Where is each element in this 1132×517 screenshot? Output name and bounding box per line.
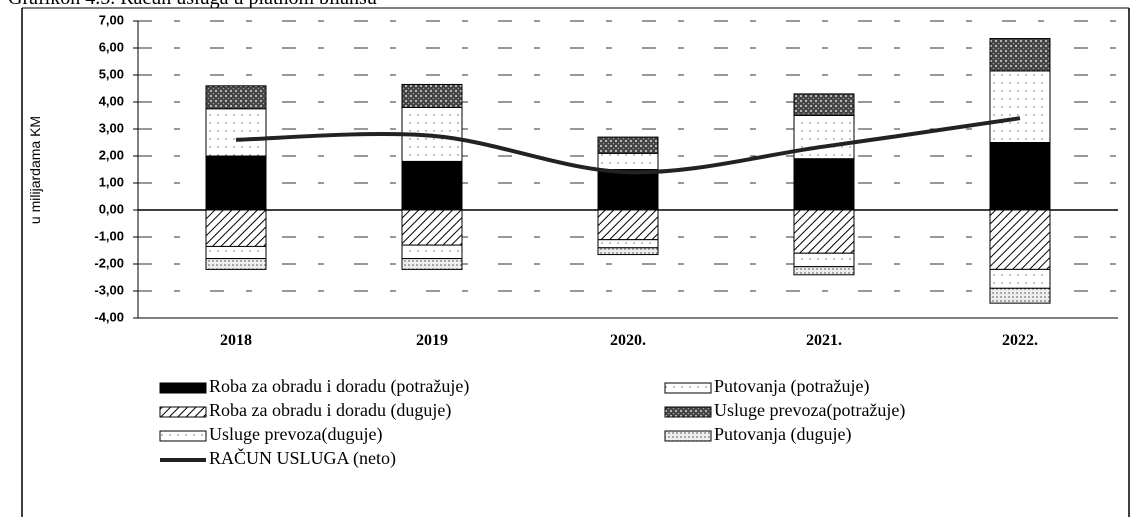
bar-segment <box>793 252 855 268</box>
legend-label: Roba za obradu i doradu (potražuje) <box>209 376 469 397</box>
x-tick-label: 2021. <box>806 332 842 349</box>
x-tick-label: 2020. <box>610 332 646 349</box>
bar-segment <box>205 108 267 157</box>
y-tick-label: 0,00 <box>99 201 124 216</box>
bar-segment <box>989 38 1051 72</box>
chart-title: Grafikon 4.5. Račun usluga u platnom bil… <box>8 0 377 9</box>
bar-segment <box>793 209 855 254</box>
y-tick-label: -3,00 <box>94 282 124 297</box>
net-line <box>235 116 1021 175</box>
bar-segment <box>401 160 463 211</box>
bar-segment <box>205 245 267 260</box>
bar-segment <box>989 142 1051 211</box>
bar-segment <box>597 136 659 154</box>
bar-segment <box>793 266 855 276</box>
x-tick-label: 2019 <box>416 332 448 349</box>
legend-swatch <box>664 430 712 442</box>
bar-segment <box>597 152 659 171</box>
y-tick-label: 3,00 <box>99 120 124 135</box>
x-tick-label: 2018 <box>220 332 252 349</box>
y-tick-label: 4,00 <box>99 93 124 108</box>
bar-segment <box>401 258 463 270</box>
legend-label: Putovanja (duguje) <box>714 424 851 445</box>
y-tick-label: -1,00 <box>94 228 124 243</box>
legend-label: Roba za obradu i doradu (duguje) <box>209 400 451 421</box>
bar-segment <box>205 85 267 110</box>
legend-label: Usluge prevoza(duguje) <box>209 424 382 445</box>
legend-swatch <box>159 430 207 442</box>
y-tick-label: 1,00 <box>99 174 124 189</box>
bar-segment <box>597 169 659 211</box>
bar-segment <box>205 258 267 270</box>
legend-swatch <box>159 382 207 394</box>
bar-segment <box>401 244 463 260</box>
legend-label: Usluge prevoza(potražuje) <box>714 400 905 421</box>
bar-segment <box>989 209 1051 270</box>
bar-segment <box>401 83 463 108</box>
bar-segment <box>989 70 1051 143</box>
bar-segment <box>401 209 463 246</box>
legend-label: RAČUN USLUGA (neto) <box>209 447 396 469</box>
bar-segment <box>205 209 267 247</box>
y-tick-label: -4,00 <box>94 309 124 324</box>
bar-segment <box>793 93 855 117</box>
bar-segment <box>597 247 659 256</box>
legend-swatch <box>159 406 207 418</box>
y-tick-label: 7,00 <box>99 12 124 27</box>
y-tick-label: 6,00 <box>99 39 124 54</box>
bar-segment <box>597 239 659 249</box>
legend-swatch <box>664 382 712 394</box>
legend-label: Putovanja (potražuje) <box>714 376 869 397</box>
bar-segment <box>989 287 1051 304</box>
legend-swatch <box>664 406 712 418</box>
y-tick-label: -2,00 <box>94 255 124 270</box>
x-tick-label: 2022. <box>1002 332 1038 349</box>
bar-segment <box>793 158 855 211</box>
y-tick-label: 5,00 <box>99 66 124 81</box>
bar-segment <box>205 155 267 211</box>
y-axis-label: u milijardama KM <box>27 116 43 224</box>
y-tick-label: 2,00 <box>99 147 124 162</box>
bar-segment <box>597 209 659 241</box>
bar-segment <box>989 268 1051 289</box>
bar-segment <box>793 115 855 160</box>
